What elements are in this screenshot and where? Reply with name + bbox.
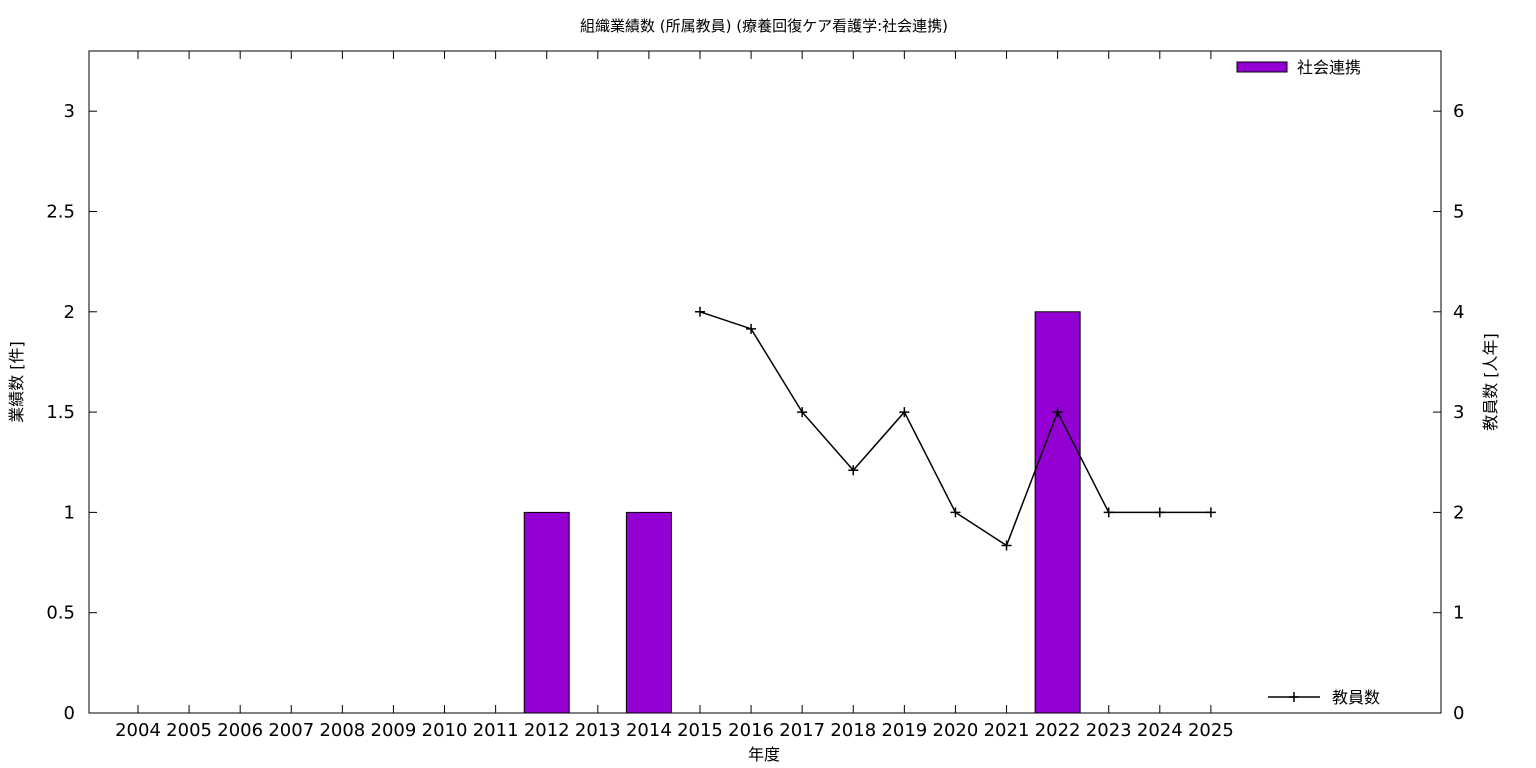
x-tick-label: 2004	[115, 720, 161, 741]
y2-tick-label: 3	[1453, 402, 1464, 423]
y2-tick-label: 0	[1453, 703, 1464, 724]
y-tick-label: 0.5	[46, 603, 75, 624]
x-tick-label: 2010	[422, 720, 468, 741]
x-tick-label: 2015	[677, 720, 723, 741]
x-tick-label: 2024	[1137, 720, 1183, 741]
y2-tick-label: 4	[1453, 302, 1464, 323]
y2-tick-label: 6	[1453, 101, 1464, 122]
bar	[523, 511, 570, 714]
x-tick-label: 2007	[268, 720, 314, 741]
x-tick-label: 2016	[728, 720, 774, 741]
x-tick-label: 2017	[779, 720, 825, 741]
bar-series	[523, 311, 1081, 714]
x-axis-label: 年度	[748, 745, 780, 764]
chart-title: 組織業績数 (所属教員) (療養回復ケア看護学:社会連携)	[580, 17, 948, 35]
x-tick-label: 2019	[881, 720, 927, 741]
x-tick-label: 2022	[1035, 720, 1081, 741]
legend-bar-swatch	[1236, 61, 1288, 73]
x-tick-label: 2006	[217, 720, 263, 741]
line-point	[1103, 507, 1114, 518]
y-tick-label: 2.5	[46, 201, 75, 222]
line-point	[1052, 407, 1063, 418]
x-axis: 2004 2005 2006 2007 2008 2009 2010 2011 2012 2013…	[115, 51, 1234, 741]
x-tick-label: 2013	[575, 720, 621, 741]
bar	[1034, 311, 1081, 714]
x-tick-label: 2025	[1188, 720, 1234, 741]
x-tick-label: 2012	[524, 720, 570, 741]
line-point	[694, 306, 705, 317]
x-tick-label: 2020	[933, 720, 979, 741]
legend-line: 教員数	[1268, 688, 1380, 707]
x-tick-label: 2011	[473, 720, 519, 741]
left-axis: 0 0.5 1 1.5 2 2.5 3	[46, 101, 97, 724]
legend-line-marker	[1289, 692, 1299, 702]
bar	[625, 511, 672, 714]
line-point	[746, 323, 757, 334]
y-tick-label: 3	[64, 101, 75, 122]
line-point	[797, 407, 808, 418]
x-tick-label: 2009	[371, 720, 417, 741]
x-tick-label: 2021	[984, 720, 1030, 741]
y2-tick-label: 5	[1453, 201, 1464, 222]
line-point	[950, 507, 961, 518]
line-point	[899, 407, 910, 418]
y-tick-label: 1.5	[46, 402, 75, 423]
plot-frame	[88, 50, 1442, 714]
y2-axis-label: 教員数 [人年]	[1481, 333, 1500, 431]
x-tick-label: 2008	[319, 720, 365, 741]
x-tick-label: 2005	[166, 720, 212, 741]
right-axis: 0 1 2 3 4 5 6	[1433, 101, 1464, 724]
y-tick-label: 1	[64, 502, 75, 523]
line-point	[1154, 507, 1165, 518]
y-axis-label: 業績数 [件]	[7, 341, 26, 423]
line-series	[694, 306, 1216, 551]
line-point	[1001, 540, 1012, 551]
x-tick-label: 2014	[626, 720, 672, 741]
y-tick-label: 2	[64, 302, 75, 323]
x-tick-label: 2018	[830, 720, 876, 741]
line-point	[1205, 507, 1216, 518]
y-tick-label: 0	[64, 703, 75, 724]
legend-line-label: 教員数	[1332, 688, 1380, 707]
line-point	[848, 465, 859, 476]
legend-bar: 社会連携	[1236, 58, 1361, 77]
y2-tick-label: 1	[1453, 603, 1464, 624]
y2-tick-label: 2	[1453, 502, 1464, 523]
legend-bar-label: 社会連携	[1297, 58, 1361, 77]
x-tick-label: 2023	[1086, 720, 1132, 741]
